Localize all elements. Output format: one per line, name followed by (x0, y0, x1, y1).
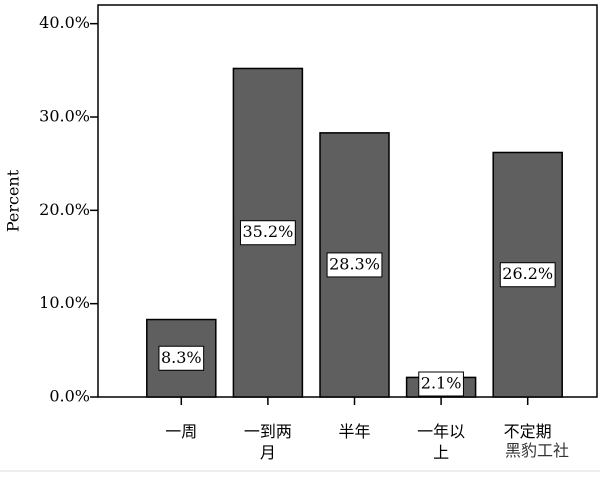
value-label: 28.3% (329, 254, 380, 273)
value-label: 26.2% (502, 264, 553, 283)
y-tick-label: 30.0% (39, 107, 90, 126)
value-label: 2.1% (421, 374, 462, 393)
value-label: 8.3% (161, 348, 202, 367)
x-tick-label: 一年以上 (417, 422, 466, 462)
value-label-box (499, 262, 556, 288)
value-label-box (239, 220, 296, 246)
y-tick-label: 0.0% (49, 387, 90, 406)
y-tick-label: 40.0% (39, 13, 90, 32)
x-tick-label: 不定期 (503, 422, 552, 441)
watermark: 黑豹工社 (505, 441, 570, 460)
y-axis-label: Percent (4, 169, 23, 232)
y-tick-label: 10.0% (39, 293, 90, 312)
value-label-box (418, 371, 464, 397)
x-tick-label: 一到两月 (243, 422, 292, 462)
value-label: 35.2% (242, 222, 293, 241)
x-tick-label: 半年 (338, 422, 371, 441)
value-label-box (326, 252, 383, 278)
x-tick-label: 一周 (165, 422, 198, 441)
value-label-box (158, 345, 205, 371)
y-tick-label: 20.0% (39, 200, 90, 219)
